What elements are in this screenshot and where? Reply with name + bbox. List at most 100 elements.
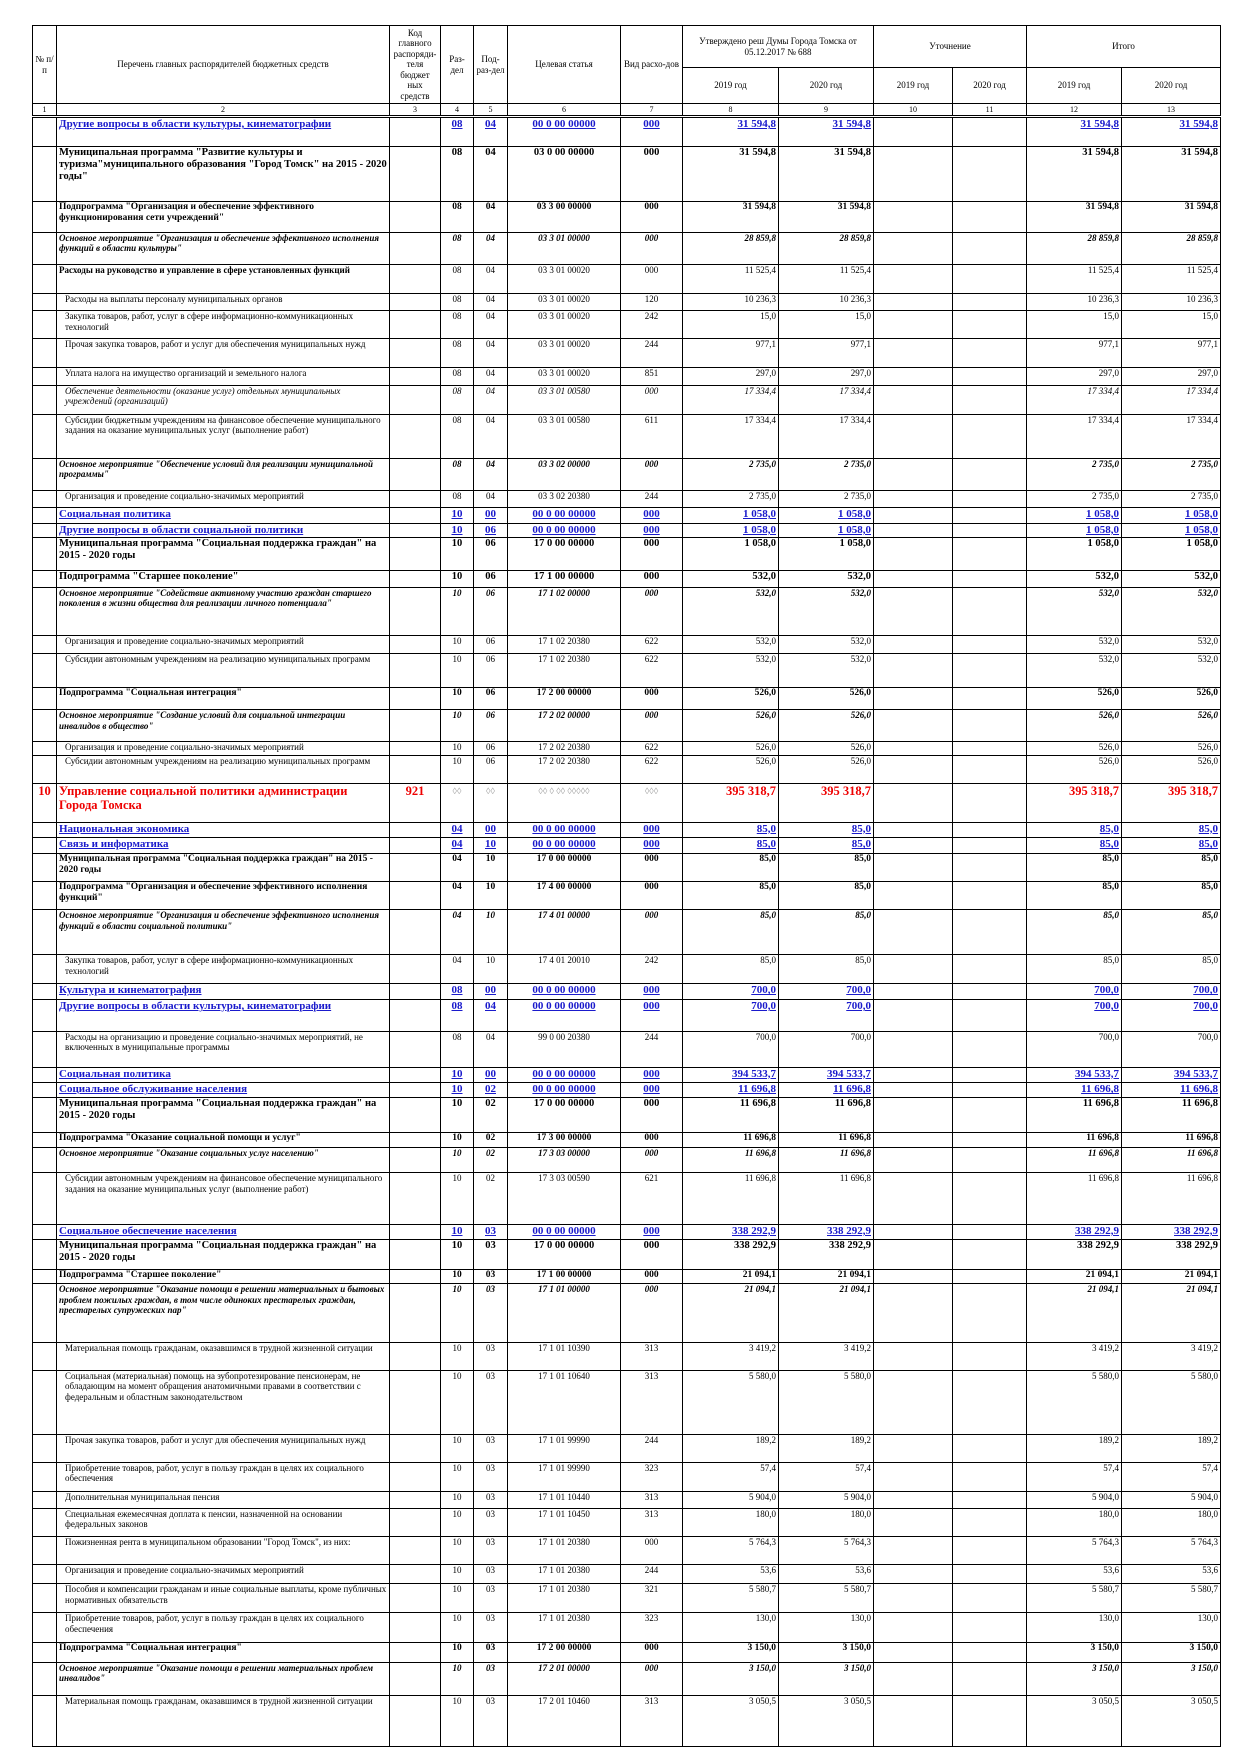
table-row: Подпрограмма "Организация и обеспечение … <box>32 201 1222 233</box>
admin-code <box>389 1268 441 1285</box>
approved-amount: 5 904,0 <box>778 1491 874 1509</box>
row-number <box>32 755 57 785</box>
approved-amount: 85,0 <box>682 909 779 956</box>
expense-kind: 000 <box>620 146 683 203</box>
section-code: 08 <box>440 366 474 386</box>
adjustment-amount <box>951 837 1028 855</box>
approved-amount: 2 735,0 <box>778 457 874 492</box>
section-code: 10 <box>440 1661 474 1697</box>
admin-code <box>389 1491 441 1509</box>
subsection-code: 03 <box>473 1641 508 1663</box>
table-row: Основное мероприятие "Организация и обес… <box>32 231 1222 266</box>
admin-code <box>389 1223 441 1241</box>
adjustment-amount <box>951 1223 1028 1241</box>
column-header: Раз-дел <box>440 25 474 104</box>
total-amount: 11 696,8 <box>1121 1172 1222 1225</box>
subsection-code: 04 <box>473 413 508 459</box>
approved-amount: 85,0 <box>778 881 874 911</box>
subsection-code: 04 <box>473 146 508 203</box>
row-number <box>32 821 57 839</box>
total-amount: 85,0 <box>1121 821 1222 839</box>
row-number <box>32 1283 57 1343</box>
table-row: Основное мероприятие "Оказание социальны… <box>32 1147 1222 1174</box>
column-number: 9 <box>778 103 874 118</box>
adjustment-amount <box>873 853 953 883</box>
column-header: Вид расхо-дов <box>620 25 683 104</box>
row-number <box>32 954 57 985</box>
adjustment-amount <box>873 1030 953 1068</box>
total-amount: 11 696,8 <box>1026 1082 1123 1098</box>
subsection-code: 04 <box>473 338 508 368</box>
approved-amount: 17 334,4 <box>682 384 779 415</box>
expense-kind: 323 <box>620 1612 683 1643</box>
section-code: 10 <box>440 1096 474 1133</box>
table-row: Социальное обеспечение населения 10 03 00 0… <box>32 1223 1222 1241</box>
expense-kind: 000 <box>620 709 683 742</box>
adjustment-amount <box>873 1283 953 1343</box>
target-article: 17 3 00 00000 <box>507 1131 621 1149</box>
total-amount: 2 735,0 <box>1121 490 1222 509</box>
row-number <box>32 1695 57 1748</box>
approved-amount: 11 696,8 <box>682 1147 779 1174</box>
expense-kind: 313 <box>620 1695 683 1748</box>
admin-code <box>389 384 441 415</box>
row-number <box>32 537 57 571</box>
approved-amount: 526,0 <box>778 755 874 785</box>
section-code: 08 <box>440 413 474 459</box>
expense-kind: 000 <box>620 983 683 1001</box>
target-article: 03 3 01 00580 <box>507 384 621 415</box>
total-amount: 526,0 <box>1026 740 1123 757</box>
adjustment-amount <box>873 1341 953 1371</box>
approved-amount: 21 094,1 <box>778 1268 874 1285</box>
approved-amount: 3 150,0 <box>682 1661 779 1697</box>
total-amount: 15,0 <box>1026 310 1123 340</box>
total-amount: 11 696,8 <box>1026 1147 1123 1174</box>
approved-amount: 1 058,0 <box>778 507 874 524</box>
item-name: Обеспечение деятельности (оказание услуг… <box>56 384 390 415</box>
item-name: Муниципальная программа "Социальная подд… <box>56 853 390 883</box>
total-amount: 5 904,0 <box>1121 1491 1222 1509</box>
adjustment-amount <box>951 821 1028 839</box>
column-number: 13 <box>1121 103 1222 118</box>
total-amount: 21 094,1 <box>1121 1268 1222 1285</box>
item-name: Специальная ежемесячная доплата к пенсии… <box>56 1507 390 1538</box>
item-name: Пожизненная рента в муниципальном образо… <box>56 1536 390 1566</box>
table-row: Подпрограмма "Старшее поколение" 10 03 17 1… <box>32 1268 1222 1285</box>
item-name: Основное мероприятие "Организация и обес… <box>56 231 390 266</box>
approved-amount: 532,0 <box>682 586 779 637</box>
admin-code <box>389 490 441 509</box>
approved-amount: 394 533,7 <box>682 1066 779 1084</box>
subsection-code: 10 <box>473 881 508 911</box>
adjustment-amount <box>951 1695 1028 1748</box>
subsection-code: 03 <box>473 1695 508 1748</box>
target-article: 00 0 00 00000 <box>507 1066 621 1084</box>
adjustment-amount <box>951 569 1028 588</box>
approved-amount: 526,0 <box>778 709 874 742</box>
total-amount: 11 696,8 <box>1121 1082 1222 1098</box>
target-article: 03 3 02 00000 <box>507 457 621 492</box>
expense-kind: 242 <box>620 310 683 340</box>
approved-amount: 85,0 <box>682 881 779 911</box>
target-article: 17 1 01 10390 <box>507 1341 621 1371</box>
section-code: 08 <box>440 115 474 148</box>
total-amount: 395 318,7 <box>1026 783 1123 823</box>
row-number <box>32 586 57 637</box>
approved-amount: 11 696,8 <box>778 1096 874 1133</box>
table-row: Муниципальная программа "Социальная подд… <box>32 1096 1222 1133</box>
total-amount: 394 533,7 <box>1026 1066 1123 1084</box>
row-number <box>32 1239 57 1270</box>
target-article: 17 1 01 20380 <box>507 1612 621 1643</box>
section-code: 10 <box>440 1536 474 1566</box>
adjustment-amount <box>951 1131 1028 1149</box>
item-name: Другие вопросы в области культуры, кинем… <box>56 115 390 148</box>
table-row: Национальная экономика 04 00 00 0 00 00000 0… <box>32 821 1222 839</box>
expense-kind: 000 <box>620 507 683 524</box>
total-amount: 532,0 <box>1026 653 1123 688</box>
subsection-code: 06 <box>473 653 508 688</box>
adjustment-amount <box>873 709 953 742</box>
item-name: Социальная политика <box>56 1066 390 1084</box>
row-number <box>32 1082 57 1098</box>
table-row: Подпрограмма "Старшее поколение" 10 06 17 1… <box>32 569 1222 588</box>
row-number <box>32 338 57 368</box>
item-name: Управление социальной политики администр… <box>56 783 390 823</box>
